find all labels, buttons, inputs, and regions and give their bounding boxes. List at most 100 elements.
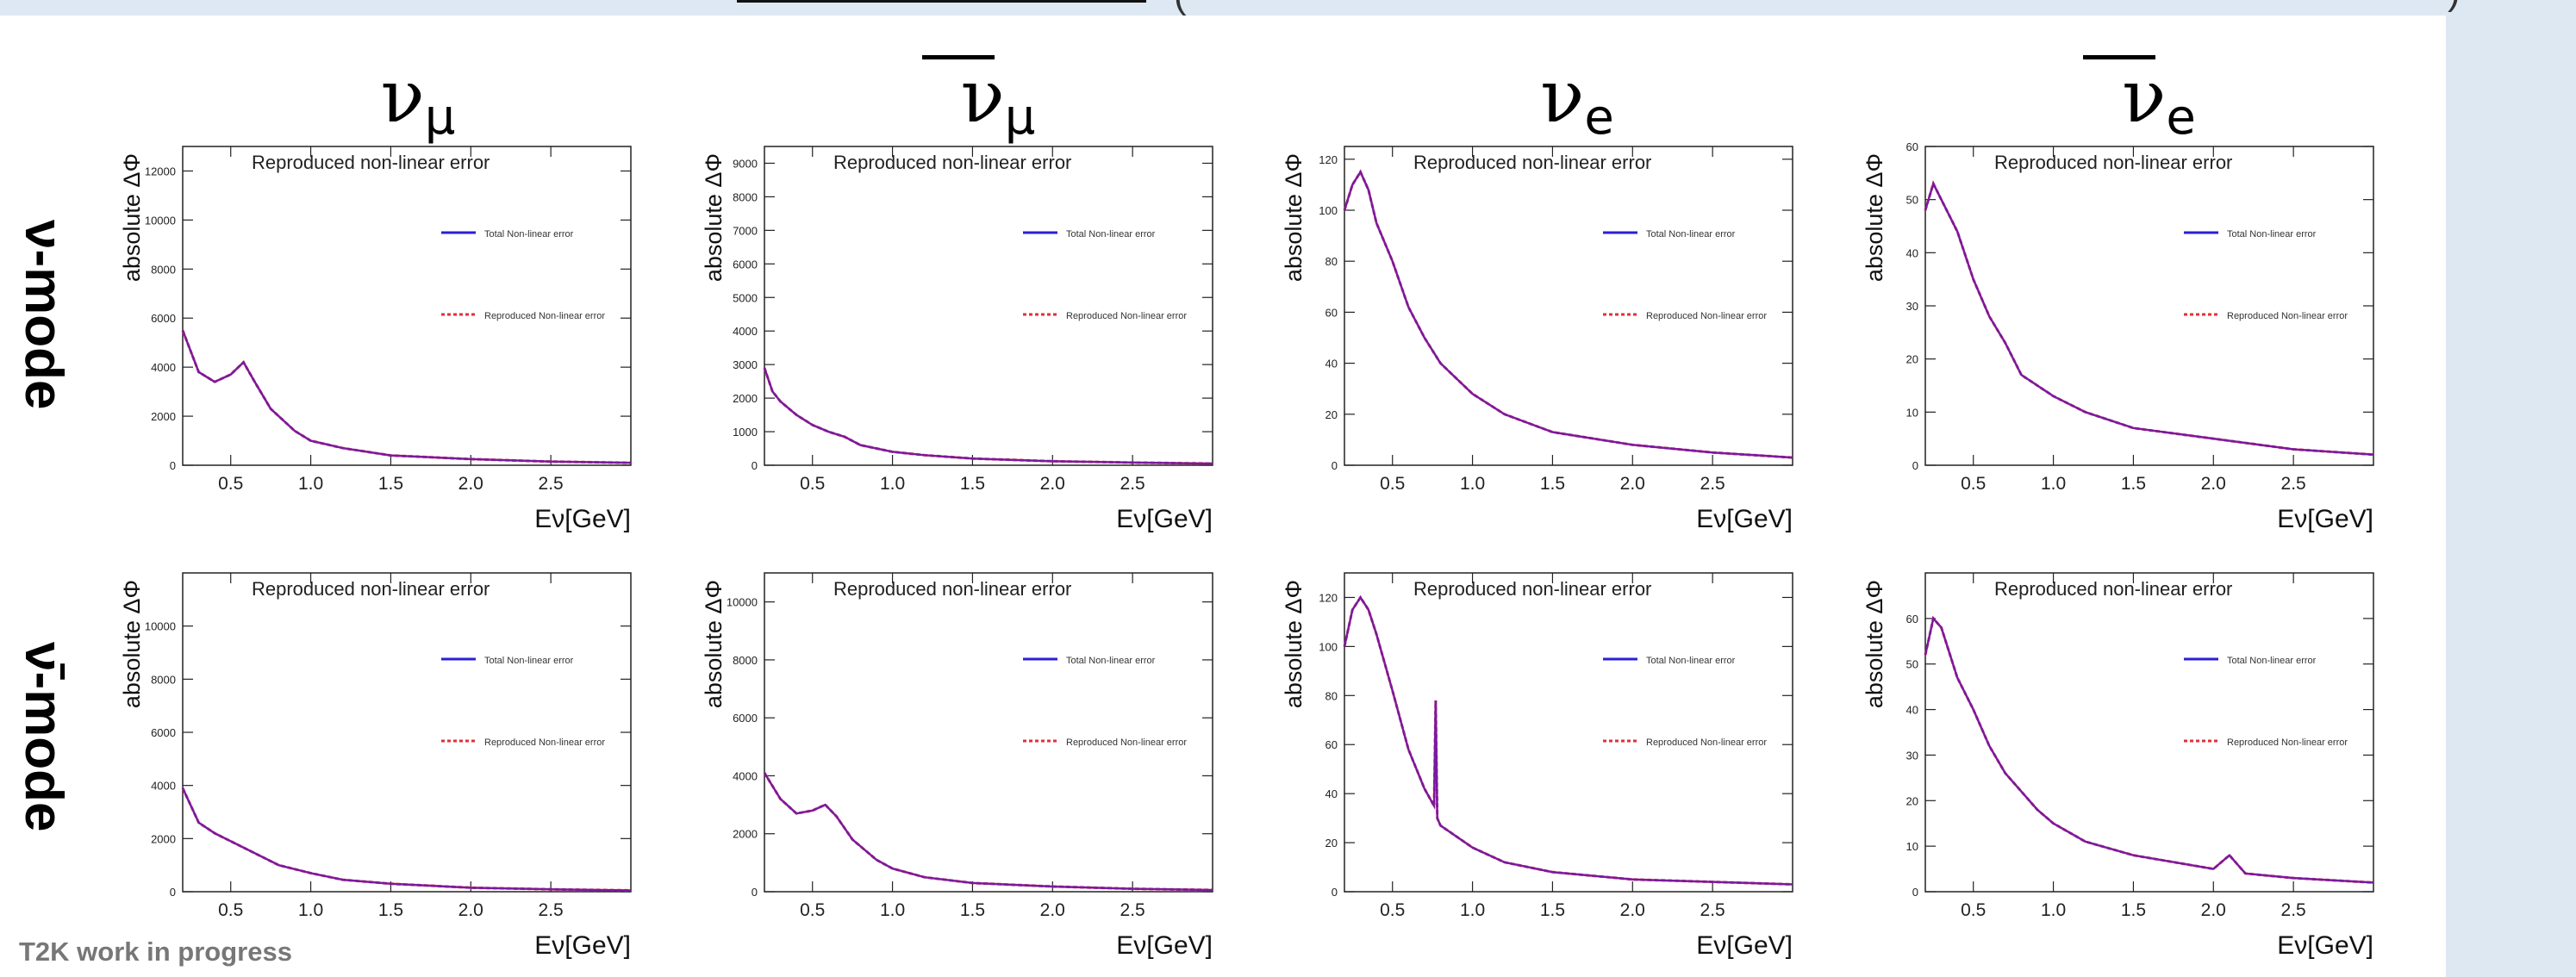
x-axis-label: Eν[GeV] bbox=[2277, 931, 2373, 960]
y-tick-label: 100 bbox=[1319, 640, 1338, 653]
y-tick-label: 0 bbox=[752, 459, 758, 472]
plot-title: Reproduced non-linear error bbox=[833, 578, 1071, 600]
x-tick-label: 2.0 bbox=[2201, 474, 2226, 494]
y-tick-label: 0 bbox=[1912, 459, 1918, 472]
legend-label-reproduced: Reproduced Non-linear error bbox=[1066, 737, 1187, 748]
plot-title: Reproduced non-linear error bbox=[252, 578, 490, 600]
x-tick-label: 0.5 bbox=[218, 474, 243, 494]
y-tick-label: 40 bbox=[1906, 704, 1918, 717]
x-tick-label: 1.5 bbox=[1540, 900, 1565, 920]
y-tick-label: 12000 bbox=[145, 165, 176, 177]
x-tick-label: 2.5 bbox=[539, 474, 564, 494]
plot-0: 0.5 1.0 1.5 2.0 2.5 0 2000 4000 6000 8000 10000 120… bbox=[112, 134, 646, 530]
legend-label-total: Total Non-linear error bbox=[2227, 229, 2317, 240]
y-tick-label: 80 bbox=[1325, 689, 1338, 702]
header-fragment-right: ) bbox=[2448, 0, 2461, 14]
plot-1: 0.5 1.0 1.5 2.0 2.5 0 1000 2000 3000 4000 5000 6000… bbox=[694, 134, 1228, 530]
x-axis-label: Eν[GeV] bbox=[1116, 505, 1213, 533]
plot-5: 0.5 1.0 1.5 2.0 2.5 0 2000 4000 6000 8000 10000 Rep… bbox=[694, 560, 1228, 956]
antiparticle-bar bbox=[922, 55, 995, 59]
x-tick-label: 2.0 bbox=[458, 474, 483, 494]
x-tick-label: 2.5 bbox=[1700, 900, 1725, 920]
y-tick-label: 100 bbox=[1319, 204, 1338, 217]
y-tick-label: 0 bbox=[1332, 886, 1338, 899]
x-tick-label: 1.5 bbox=[378, 474, 403, 494]
column-title-base: ν bbox=[381, 54, 425, 139]
plot-frame bbox=[764, 146, 1213, 465]
x-tick-label: 1.5 bbox=[2121, 474, 2146, 494]
y-tick-label: 10000 bbox=[145, 620, 176, 633]
x-tick-label: 2.5 bbox=[1700, 474, 1725, 494]
y-tick-label: 6000 bbox=[733, 258, 758, 271]
x-tick-label: 1.5 bbox=[2121, 900, 2146, 920]
column-title-nuebar: νe bbox=[2073, 60, 2245, 133]
y-tick-label: 8000 bbox=[151, 263, 176, 276]
header-underline bbox=[737, 0, 1146, 3]
plot-title: Reproduced non-linear error bbox=[1994, 152, 2232, 173]
legend-label-total: Total Non-linear error bbox=[1066, 656, 1156, 666]
x-tick-label: 0.5 bbox=[218, 900, 243, 920]
y-tick-label: 4000 bbox=[733, 769, 758, 782]
y-axis-label: absolute ΔΦ bbox=[119, 580, 145, 708]
x-tick-label: 2.0 bbox=[2201, 900, 2226, 920]
column-title-nue: νe bbox=[1491, 60, 1663, 133]
x-tick-label: 0.5 bbox=[1380, 900, 1405, 920]
y-tick-label: 0 bbox=[170, 459, 176, 472]
x-tick-label: 2.5 bbox=[2281, 474, 2306, 494]
x-tick-label: 0.5 bbox=[800, 474, 825, 494]
y-tick-label: 6000 bbox=[151, 312, 176, 325]
plot-title: Reproduced non-linear error bbox=[1413, 152, 1651, 173]
y-tick-label: 50 bbox=[1906, 194, 1918, 207]
y-axis-label: absolute ΔΦ bbox=[1281, 153, 1307, 282]
y-tick-label: 4000 bbox=[151, 780, 176, 793]
right-margin bbox=[2446, 16, 2576, 977]
x-tick-label: 1.0 bbox=[2041, 474, 2066, 494]
y-tick-label: 60 bbox=[1325, 738, 1338, 751]
x-tick-label: 2.0 bbox=[1040, 900, 1065, 920]
x-tick-label: 1.5 bbox=[960, 474, 985, 494]
y-tick-label: 0 bbox=[1912, 886, 1918, 899]
x-tick-label: 2.5 bbox=[2281, 900, 2306, 920]
y-tick-label: 7000 bbox=[733, 224, 758, 237]
plot-title: Reproduced non-linear error bbox=[1994, 578, 2232, 600]
y-tick-label: 30 bbox=[1906, 300, 1918, 313]
plot-frame bbox=[183, 573, 631, 892]
plot-3: 0.5 1.0 1.5 2.0 2.5 0 10 20 30 40 50 60 Reproduced n… bbox=[1855, 134, 2389, 530]
y-axis-label: absolute ΔΦ bbox=[701, 153, 727, 282]
legend-label-total: Total Non-linear error bbox=[484, 229, 574, 240]
y-tick-label: 30 bbox=[1906, 749, 1918, 762]
y-tick-label: 2000 bbox=[733, 392, 758, 405]
y-tick-label: 10 bbox=[1906, 840, 1918, 853]
x-axis-label: Eν[GeV] bbox=[534, 505, 631, 533]
y-tick-label: 4000 bbox=[733, 325, 758, 338]
x-tick-label: 1.5 bbox=[1540, 474, 1565, 494]
y-tick-label: 60 bbox=[1906, 140, 1918, 153]
x-tick-label: 2.5 bbox=[1120, 474, 1145, 494]
y-tick-label: 20 bbox=[1325, 837, 1338, 849]
y-tick-label: 0 bbox=[1332, 459, 1338, 472]
x-tick-label: 1.0 bbox=[298, 900, 323, 920]
column-title-numu: νμ bbox=[332, 60, 504, 133]
legend-label-reproduced: Reproduced Non-linear error bbox=[484, 311, 605, 321]
antiparticle-bar bbox=[2083, 55, 2155, 59]
plot-6: 0.5 1.0 1.5 2.0 2.5 0 20 40 60 80 100 120 Reproduced… bbox=[1274, 560, 1808, 956]
x-tick-label: 2.0 bbox=[458, 900, 483, 920]
y-tick-label: 8000 bbox=[733, 654, 758, 667]
legend-label-total: Total Non-linear error bbox=[1646, 229, 1736, 240]
legend-label-total: Total Non-linear error bbox=[2227, 656, 2317, 666]
x-tick-label: 0.5 bbox=[1961, 900, 1986, 920]
legend-label-total: Total Non-linear error bbox=[1066, 229, 1156, 240]
x-tick-label: 1.0 bbox=[1460, 474, 1485, 494]
plot-frame bbox=[764, 573, 1213, 892]
footer-note: T2K work in progress bbox=[19, 937, 292, 968]
plot-7: 0.5 1.0 1.5 2.0 2.50102030405060Reproduced n… bbox=[1855, 560, 2389, 956]
y-tick-label: 1000 bbox=[733, 426, 758, 439]
y-tick-label: 6000 bbox=[733, 712, 758, 725]
x-tick-label: 1.5 bbox=[378, 900, 403, 920]
y-tick-label: 3000 bbox=[733, 358, 758, 371]
y-tick-label: 9000 bbox=[733, 157, 758, 170]
y-tick-label: 120 bbox=[1319, 153, 1338, 166]
y-axis-label: absolute ΔΦ bbox=[1281, 580, 1307, 708]
x-axis-label: Eν[GeV] bbox=[1116, 931, 1213, 960]
x-tick-label: 1.0 bbox=[2041, 900, 2066, 920]
